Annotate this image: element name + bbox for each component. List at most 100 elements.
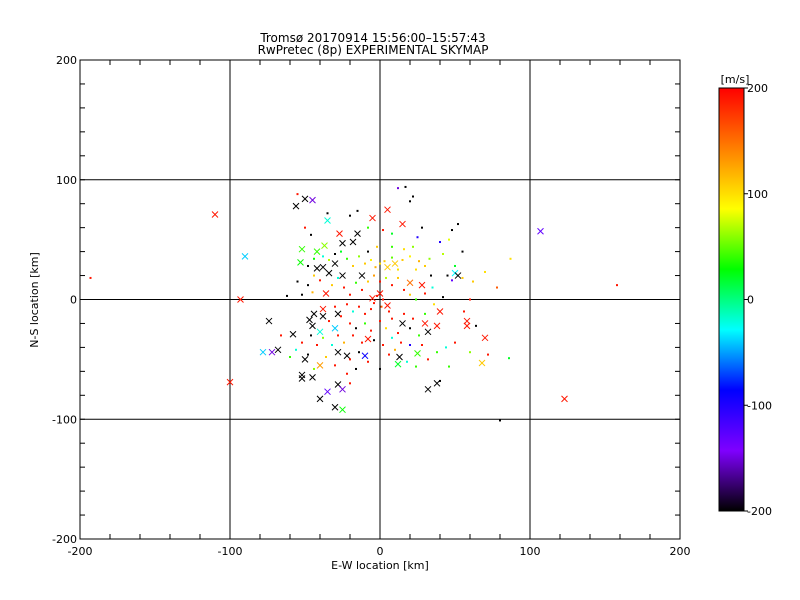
data-point-dot xyxy=(310,233,312,236)
data-point-dot xyxy=(385,276,387,279)
data-point-cross xyxy=(226,378,234,386)
data-point-cross xyxy=(319,312,327,320)
data-point-dot xyxy=(328,258,330,261)
data-point-dot xyxy=(397,276,399,279)
data-point-dot xyxy=(325,355,327,358)
data-point-cross xyxy=(313,248,321,255)
data-point-dot xyxy=(421,344,423,347)
data-point-dot xyxy=(295,348,297,351)
data-point-dot xyxy=(364,322,366,325)
data-point-dot xyxy=(379,367,381,370)
data-point-cross xyxy=(310,310,318,318)
y-tick-label: 100 xyxy=(56,174,77,187)
data-point-cross xyxy=(364,335,372,343)
y-tick-label: 200 xyxy=(56,54,77,67)
data-point-dot xyxy=(454,341,456,344)
data-point-dot xyxy=(364,262,366,265)
data-point-dot xyxy=(373,274,375,277)
data-point-dot xyxy=(349,358,351,361)
data-point-dot xyxy=(352,334,354,337)
data-point-cross xyxy=(424,385,432,393)
colorbar-tick-label: 0 xyxy=(747,294,754,307)
data-point-cross xyxy=(331,403,339,411)
chart-subtitle: RwPretec (8p) EXPERIMENTAL SKYMAP xyxy=(258,43,489,57)
data-point-dot xyxy=(439,241,441,244)
data-point-cross xyxy=(349,238,357,246)
data-point-dot xyxy=(370,258,372,261)
data-point-cross xyxy=(394,360,402,368)
x-tick-label: -200 xyxy=(68,545,93,558)
data-point-dot xyxy=(367,250,369,253)
data-point-dot xyxy=(301,293,303,296)
data-point-cross xyxy=(354,230,361,237)
data-point-dot xyxy=(391,232,393,235)
data-point-dot xyxy=(409,255,411,258)
data-point-cross xyxy=(241,253,249,260)
colorbar-label: [m/s] xyxy=(721,73,750,86)
data-point-dot xyxy=(310,334,312,337)
data-point-cross xyxy=(322,290,330,297)
data-point-cross xyxy=(319,263,327,271)
data-point-dot xyxy=(487,353,489,356)
data-point-dot xyxy=(307,353,309,356)
data-point-cross xyxy=(319,305,327,313)
data-point-dot xyxy=(436,351,438,354)
data-point-dot xyxy=(301,341,303,344)
colorbar-ticks: 200 100 0 -100 -200 xyxy=(744,82,772,518)
data-point-dot xyxy=(358,255,360,258)
data-point-cross xyxy=(414,350,421,357)
data-point-dot xyxy=(296,193,299,196)
data-point-dot xyxy=(380,305,383,308)
data-point-cross xyxy=(297,259,304,266)
data-point-dot xyxy=(352,310,354,313)
data-point-dot xyxy=(370,329,372,332)
data-point-dot xyxy=(409,200,411,203)
data-point-dot xyxy=(379,280,381,283)
data-point-cross xyxy=(298,245,306,253)
data-point-dot xyxy=(418,334,420,337)
data-point-dot xyxy=(379,320,381,323)
data-point-dot xyxy=(358,305,360,308)
data-point-dot xyxy=(311,291,314,294)
data-point-dot xyxy=(442,252,444,255)
data-point-dot xyxy=(400,341,402,344)
data-point-dot xyxy=(409,327,411,330)
data-point-dot xyxy=(373,302,375,305)
data-point-cross xyxy=(325,269,333,277)
data-point-cross xyxy=(316,362,324,369)
y-tick-label: -200 xyxy=(52,533,77,546)
data-point-dot xyxy=(383,260,386,263)
data-point-dot xyxy=(475,324,477,327)
colorbar-tick-label: 100 xyxy=(747,188,768,201)
data-point-dot xyxy=(409,344,411,347)
data-point-dot xyxy=(403,312,405,315)
data-point-dot xyxy=(461,250,464,253)
data-point-dot xyxy=(445,346,447,349)
data-point-dot xyxy=(316,344,318,347)
data-point-cross xyxy=(316,395,324,403)
data-point-cross xyxy=(339,385,346,393)
data-point-dot xyxy=(355,327,357,330)
data-point-dot xyxy=(370,308,372,311)
data-point-dot xyxy=(403,248,405,251)
data-point-dot xyxy=(355,281,357,284)
data-point-cross xyxy=(369,294,376,302)
data-point-dot xyxy=(307,264,309,267)
data-point-cross xyxy=(259,348,267,356)
x-tick-label: 0 xyxy=(377,545,384,558)
data-point-dot xyxy=(412,245,414,248)
data-point-dot xyxy=(508,357,510,360)
data-point-cross xyxy=(399,220,406,228)
data-point-cross xyxy=(268,348,276,356)
data-point-dot xyxy=(331,344,333,347)
data-point-dot xyxy=(382,344,384,347)
data-point-dot xyxy=(433,303,435,306)
data-point-cross xyxy=(396,353,403,361)
data-point-dot xyxy=(415,298,417,301)
x-axis-label: E-W location [km] xyxy=(331,559,429,572)
data-point-cross xyxy=(478,359,486,367)
data-point-dot xyxy=(451,279,453,282)
data-point-cross xyxy=(313,265,321,272)
data-point-cross xyxy=(211,211,219,218)
data-point-dot xyxy=(364,312,366,315)
